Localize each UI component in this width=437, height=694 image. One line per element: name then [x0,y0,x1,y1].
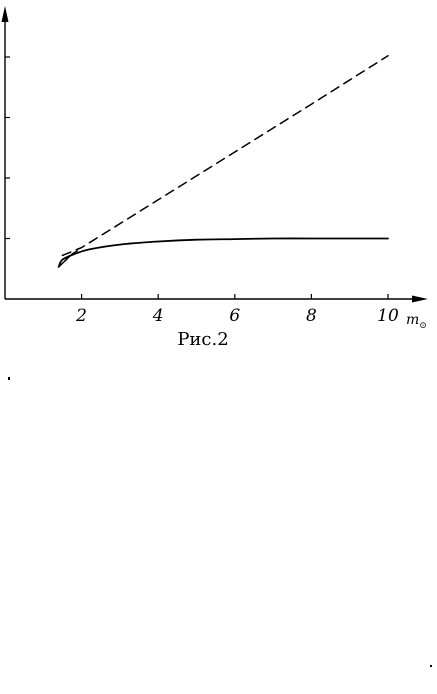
x-axis-label-subscript: ⊙ [419,321,427,331]
x-tick-label-4: 4 [152,306,164,326]
dashed-series-line [61,55,389,257]
y-axis-arrowhead [1,6,9,22]
axes [1,6,428,303]
x-tick-label-10: 10 [377,306,399,326]
x-tick-label-8: 8 [306,306,317,326]
series-layer [57,55,389,268]
x-axis-label-main: m [406,312,419,328]
x-axis-label: m⊙ [406,312,427,331]
figure-caption: Рис.2 [177,329,228,350]
scan-speck-right [430,665,432,667]
x-axis-arrowhead [412,295,428,303]
solid-series-line [57,237,389,268]
scan-speck-left [8,377,10,380]
x-tick-label-2: 2 [75,306,87,326]
solid-series-hook [58,249,79,268]
x-tick-label-6: 6 [229,306,240,326]
x-ticks: 2 4 6 8 10 [75,294,399,326]
y-ticks [5,56,10,240]
